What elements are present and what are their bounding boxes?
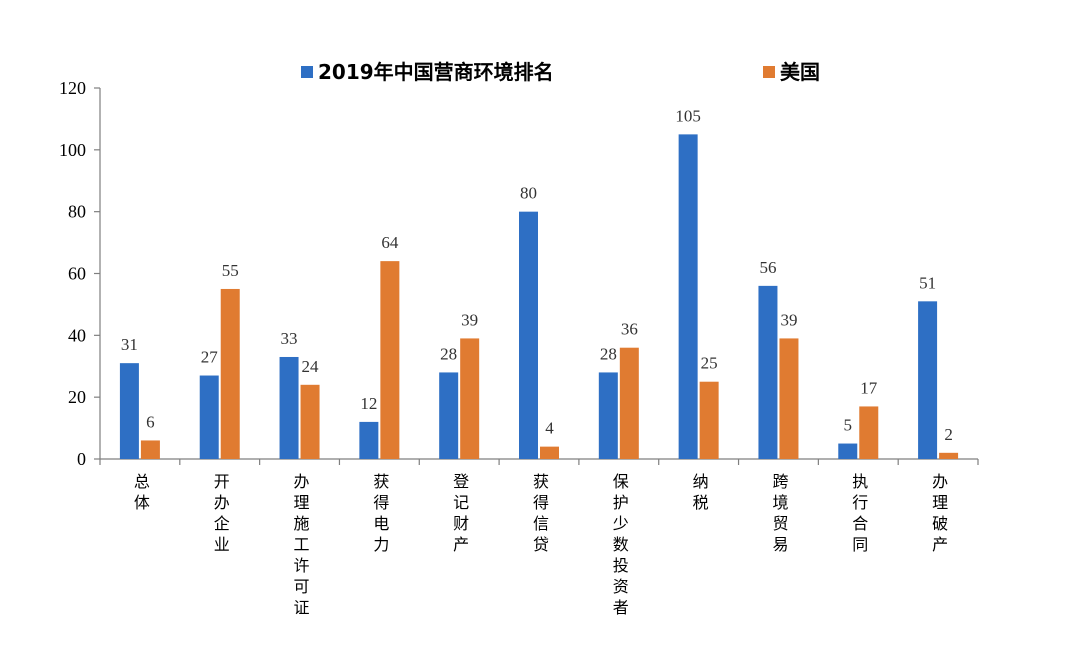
bars <box>119 134 959 459</box>
y-tick-label: 100 <box>59 140 86 160</box>
y-tick-label: 120 <box>59 78 86 98</box>
bar-china <box>279 356 299 459</box>
data-label: 28 <box>600 344 617 363</box>
legend-label: 2019年中国营商环境排名 <box>318 60 554 84</box>
x-category-label: 纳税 <box>693 472 709 512</box>
data-label: 39 <box>780 310 797 329</box>
data-label: 80 <box>520 184 537 203</box>
bar-china <box>439 372 459 459</box>
x-axis: 总体 开办企业 办理施工许可证 获得电力 登记财产 获得信贷 保护少数投资者 纳税 跨境贸易 执行… <box>99 458 979 617</box>
bar-usa <box>380 261 400 459</box>
data-label: 56 <box>759 258 776 277</box>
x-category-label: 办理破产 <box>932 472 948 554</box>
x-category-label: 办理施工许可证 <box>294 472 310 617</box>
legend-swatch <box>763 66 775 78</box>
data-label: 5 <box>844 416 853 435</box>
bar-usa <box>300 384 320 459</box>
bar-usa <box>779 338 799 459</box>
bar-china <box>598 372 618 459</box>
x-category-label: 保护少数投资者 <box>613 472 629 617</box>
bar-china <box>359 421 379 459</box>
x-category-label: 开办企业 <box>214 472 230 554</box>
data-label: 4 <box>545 419 554 438</box>
data-label: 105 <box>675 106 701 125</box>
data-label: 51 <box>919 273 936 292</box>
data-label: 39 <box>461 310 478 329</box>
y-tick-label: 40 <box>68 325 86 345</box>
bar-usa <box>460 338 480 459</box>
data-label: 33 <box>281 329 298 348</box>
bar-usa <box>859 406 879 459</box>
bar-usa <box>220 288 240 459</box>
y-tick-label: 0 <box>77 449 86 469</box>
bar-china <box>119 363 139 459</box>
x-category-label: 跨境贸易 <box>772 472 788 554</box>
legend: 2019年中国营商环境排名 美国 <box>301 60 820 84</box>
bar-china <box>519 211 538 459</box>
bar-china <box>758 285 778 459</box>
data-label: 31 <box>121 335 138 354</box>
data-label: 12 <box>360 394 377 413</box>
bar-usa <box>540 446 559 459</box>
x-category-label: 登记财产 <box>453 472 469 554</box>
x-category-label: 获得信贷 <box>533 472 549 554</box>
data-label: 55 <box>222 261 239 280</box>
bar-usa <box>140 440 160 459</box>
y-axis: 0 20 40 60 80 100 120 <box>59 78 101 469</box>
y-tick-label: 60 <box>68 264 86 284</box>
data-label: 6 <box>146 412 155 431</box>
x-category-label: 获得电力 <box>373 472 389 554</box>
data-label: 2 <box>944 425 953 444</box>
bar-china <box>918 301 938 459</box>
data-label: 28 <box>440 344 457 363</box>
bar-usa <box>699 381 719 459</box>
y-tick-label: 20 <box>68 387 86 407</box>
bar-china <box>838 443 858 459</box>
data-labels: 31 27 33 12 28 80 28 105 56 5 51 6 55 24 64 39 4 36 25 39 17… <box>121 106 953 443</box>
data-label: 24 <box>302 357 320 376</box>
data-label: 25 <box>701 354 718 373</box>
x-category-label: 执行合同 <box>852 472 868 554</box>
data-label: 17 <box>860 378 878 397</box>
data-label: 64 <box>381 233 399 252</box>
bar-usa <box>619 347 639 459</box>
bar-china <box>678 134 698 459</box>
x-category-label: 总体 <box>134 472 150 512</box>
bar-usa <box>939 452 959 459</box>
y-tick-label: 80 <box>68 202 86 222</box>
legend-swatch <box>301 66 313 78</box>
data-label: 27 <box>201 348 219 367</box>
data-label: 36 <box>621 320 638 339</box>
bar-china <box>199 375 219 459</box>
legend-label: 美国 <box>780 60 820 84</box>
